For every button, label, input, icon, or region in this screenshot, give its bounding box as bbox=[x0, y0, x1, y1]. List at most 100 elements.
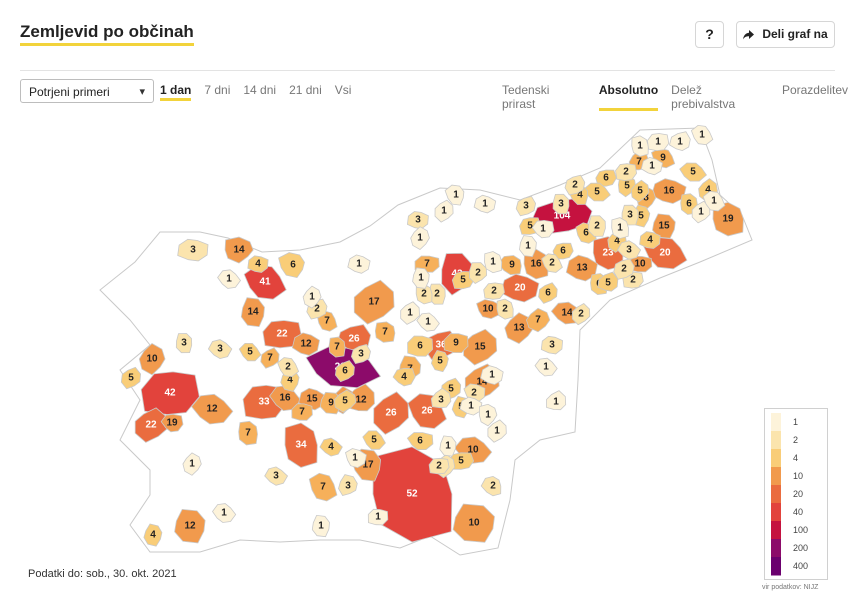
tab-mode-1[interactable]: Absolutno bbox=[598, 83, 659, 111]
municipality-18[interactable]: 19 bbox=[160, 413, 184, 433]
municipality-shape[interactable] bbox=[410, 226, 430, 250]
municipality-shape[interactable] bbox=[412, 267, 430, 289]
municipality-87[interactable]: 4 bbox=[392, 367, 416, 387]
municipality-64[interactable]: 6 bbox=[406, 432, 434, 450]
municipality-shape[interactable] bbox=[347, 254, 371, 274]
municipality-101[interactable]: 3 bbox=[350, 344, 371, 365]
municipality-25[interactable]: 15 bbox=[652, 213, 676, 239]
municipality-shape[interactable] bbox=[277, 357, 300, 378]
municipality-157[interactable]: 1 bbox=[410, 226, 430, 250]
municipality-shape[interactable] bbox=[243, 264, 287, 300]
metric-select[interactable]: Potrjeni primeri ▾ bbox=[20, 79, 154, 103]
municipality-108[interactable]: 2 bbox=[428, 457, 450, 475]
municipality-shape[interactable] bbox=[702, 190, 726, 212]
municipality-shape[interactable] bbox=[452, 503, 495, 543]
municipality-128[interactable]: 1 bbox=[646, 133, 670, 152]
municipality-103[interactable]: 3 bbox=[430, 387, 452, 409]
municipality-shape[interactable] bbox=[138, 343, 166, 376]
municipality-142[interactable]: 1 bbox=[478, 403, 498, 427]
municipality-96[interactable]: 3 bbox=[338, 474, 358, 496]
municipality-shape[interactable] bbox=[407, 335, 434, 357]
municipality-shape[interactable] bbox=[541, 253, 563, 273]
municipality-shape[interactable] bbox=[238, 343, 262, 362]
municipality-shape[interactable] bbox=[487, 419, 507, 443]
municipality-shape[interactable] bbox=[367, 508, 389, 526]
municipality-shape[interactable] bbox=[525, 307, 551, 333]
municipality-shape[interactable] bbox=[439, 435, 457, 457]
municipality-44[interactable]: 9 bbox=[443, 333, 469, 354]
municipality-shape[interactable] bbox=[350, 344, 371, 365]
municipality-65[interactable]: 6 bbox=[334, 360, 355, 383]
municipality-3[interactable]: 42 bbox=[140, 371, 200, 415]
municipality-84[interactable]: 5 bbox=[362, 430, 386, 450]
municipality-125[interactable]: 1 bbox=[690, 124, 714, 146]
municipality-shape[interactable] bbox=[302, 285, 322, 309]
municipality-83[interactable]: 5 bbox=[333, 389, 357, 413]
municipality-shape[interactable] bbox=[480, 365, 504, 385]
municipality-37[interactable]: 10 bbox=[138, 343, 166, 376]
municipality-107[interactable]: 3 bbox=[207, 339, 233, 360]
municipality-143[interactable]: 1 bbox=[416, 312, 440, 332]
municipality-shape[interactable] bbox=[565, 254, 598, 282]
municipality-shape[interactable] bbox=[212, 503, 237, 523]
municipality-123[interactable]: 2 bbox=[615, 163, 638, 181]
municipality-95[interactable]: 3 bbox=[406, 211, 429, 230]
municipality-70[interactable]: 5 bbox=[120, 366, 142, 390]
municipality-99[interactable]: 3 bbox=[552, 193, 570, 215]
municipality-shape[interactable] bbox=[240, 297, 265, 328]
tab-period-3[interactable]: 21 dni bbox=[289, 83, 322, 97]
municipality-90[interactable]: 4 bbox=[639, 231, 661, 249]
municipality-136[interactable]: 1 bbox=[473, 194, 497, 214]
municipality-156[interactable]: 1 bbox=[345, 448, 367, 469]
municipality-shape[interactable] bbox=[630, 179, 650, 203]
municipality-shape[interactable] bbox=[308, 472, 338, 502]
municipality-shape[interactable] bbox=[469, 262, 488, 284]
municipality-78[interactable]: 5 bbox=[630, 179, 650, 203]
municipality-shape[interactable] bbox=[646, 133, 670, 152]
municipality-shape[interactable] bbox=[652, 213, 676, 239]
municipality-119[interactable]: 2 bbox=[469, 262, 488, 284]
municipality-shape[interactable] bbox=[334, 360, 355, 383]
municipality-shape[interactable] bbox=[182, 452, 202, 476]
municipality-117[interactable]: 2 bbox=[415, 283, 433, 305]
municipality-shape[interactable] bbox=[224, 236, 254, 264]
municipality-51[interactable]: 7 bbox=[308, 472, 338, 502]
municipality-shape[interactable] bbox=[669, 131, 691, 152]
municipality-shape[interactable] bbox=[444, 184, 465, 206]
municipality-121[interactable]: 2 bbox=[613, 258, 635, 280]
municipality-shape[interactable] bbox=[392, 367, 416, 387]
municipality-145[interactable]: 1 bbox=[412, 267, 430, 289]
municipality-122[interactable]: 2 bbox=[496, 298, 514, 320]
municipality-146[interactable]: 1 bbox=[347, 254, 371, 274]
municipality-shape[interactable] bbox=[631, 135, 649, 157]
municipality-shape[interactable] bbox=[679, 162, 708, 182]
municipality-shape[interactable] bbox=[284, 422, 318, 468]
municipality-shape[interactable] bbox=[690, 124, 714, 146]
municipality-137[interactable]: 1 bbox=[484, 251, 503, 274]
tab-period-4[interactable]: Vsi bbox=[334, 83, 352, 97]
municipality-94[interactable]: 3 bbox=[175, 333, 193, 354]
help-button[interactable]: ? bbox=[695, 21, 724, 48]
municipality-shape[interactable] bbox=[406, 432, 434, 450]
municipality-138[interactable]: 1 bbox=[534, 357, 558, 377]
municipality-132[interactable]: 1 bbox=[611, 217, 629, 239]
municipality-155[interactable]: 1 bbox=[311, 514, 330, 538]
municipality-shape[interactable] bbox=[264, 466, 289, 486]
municipality-shape[interactable] bbox=[177, 238, 209, 262]
municipality-148[interactable]: 1 bbox=[217, 269, 242, 289]
municipality-shape[interactable] bbox=[311, 514, 330, 538]
municipality-shape[interactable] bbox=[415, 283, 433, 305]
municipality-58[interactable]: 7 bbox=[374, 321, 396, 343]
municipality-30[interactable]: 14 bbox=[240, 297, 265, 328]
municipality-shape[interactable] bbox=[291, 332, 320, 356]
municipality-shape[interactable] bbox=[538, 282, 558, 304]
municipality-shape[interactable] bbox=[611, 217, 629, 239]
municipality-shape[interactable] bbox=[621, 204, 639, 226]
municipality-shape[interactable] bbox=[712, 201, 744, 237]
municipality-13[interactable]: 22 bbox=[262, 320, 302, 349]
municipality-118[interactable]: 2 bbox=[483, 282, 505, 300]
municipality-55[interactable]: 7 bbox=[260, 347, 280, 369]
municipality-150[interactable]: 1 bbox=[519, 235, 537, 258]
municipality-115[interactable]: 2 bbox=[541, 253, 563, 273]
municipality-shape[interactable] bbox=[278, 252, 305, 279]
